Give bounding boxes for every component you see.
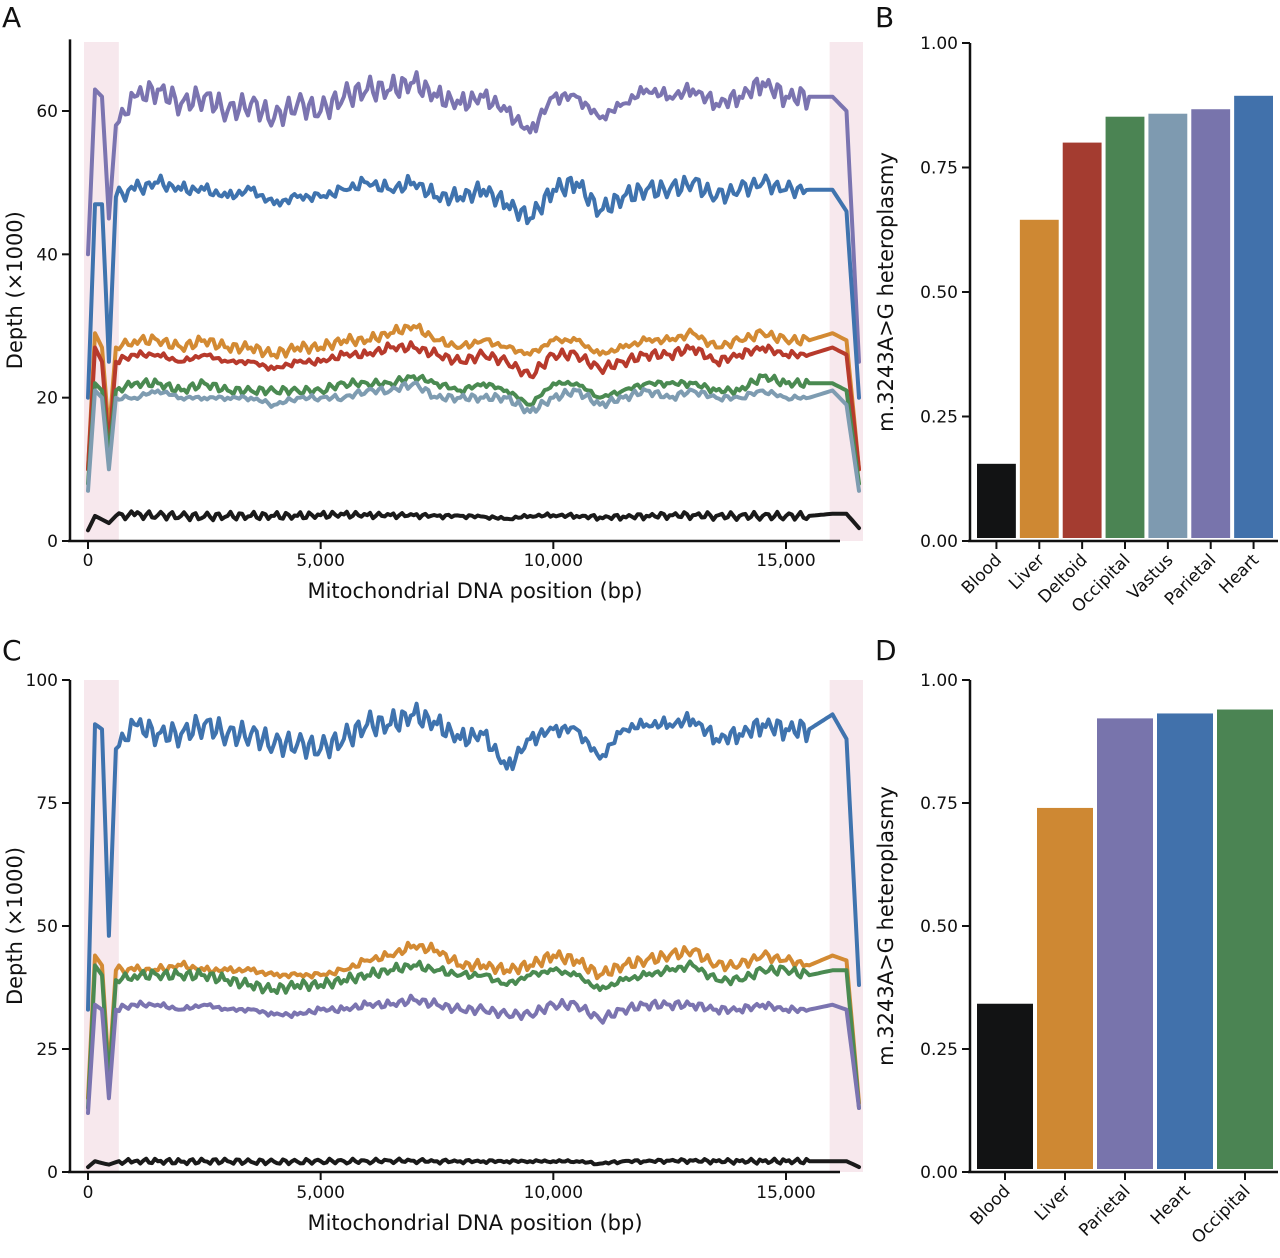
bar-occipital	[1217, 709, 1273, 1169]
x-tick-label: 10,000	[524, 1183, 583, 1203]
y-tick-label: 0.50	[920, 283, 958, 303]
bar-liver	[1037, 807, 1093, 1169]
y-tick-label: 25	[36, 1040, 58, 1060]
series-line-vastus	[86, 380, 861, 493]
y-tick-label: 20	[36, 389, 58, 409]
bar-parietal	[1191, 109, 1231, 538]
bar-heart	[1157, 713, 1213, 1169]
bar-occipital	[1105, 116, 1145, 538]
category-label: Heart	[1215, 550, 1263, 598]
series-line-occipital	[86, 373, 861, 486]
y-axis-title: Depth (×1000)	[3, 211, 27, 369]
x-tick-label: 15,000	[756, 1183, 815, 1203]
series-line-deltoid	[86, 340, 861, 472]
y-tick-label: 50	[36, 917, 58, 937]
y-tick-label: 0.00	[920, 1163, 958, 1183]
y-tick-label: 75	[36, 794, 58, 814]
bar-vastus	[1148, 113, 1188, 538]
series-line-parietal	[86, 70, 861, 364]
category-label: Liver	[1031, 1181, 1075, 1225]
series-line-liver	[86, 322, 861, 472]
series-line-heart	[86, 173, 861, 400]
category-label: Heart	[1147, 1181, 1195, 1229]
x-tick-label: 0	[83, 1183, 94, 1203]
x-tick-label: 5,000	[296, 1183, 345, 1203]
series-line-blood	[86, 509, 861, 533]
category-label: Occipital	[1188, 1181, 1255, 1248]
y-tick-label: 1.00	[920, 671, 958, 691]
x-axis-title: Mitochondrial DNA position (bp)	[307, 1211, 642, 1235]
series-line-heart	[86, 701, 861, 1012]
bar-deltoid	[1062, 142, 1102, 538]
y-tick-label: 0	[47, 532, 58, 552]
series-line-liver	[86, 940, 861, 1106]
heteroplasmy-bar-chart-d: 0.00 0.25 0.50 0.75 1.00 Blood Liver Parietal He…	[874, 671, 1278, 1248]
x-axis-title: Mitochondrial DNA position (bp)	[307, 579, 642, 603]
bar-liver	[1019, 219, 1059, 539]
category-label: Blood	[966, 1181, 1014, 1229]
bar-heart	[1234, 95, 1273, 539]
depth-chart-c: 0 25 50 75 100 0 5,000 10,000 15,000 Mitochondria…	[3, 671, 864, 1235]
panel-letter-b: B	[875, 1, 894, 34]
panel-letter-d: D	[875, 634, 897, 667]
x-tick-label: 5,000	[296, 551, 345, 571]
panel-letter-c: C	[2, 634, 22, 667]
y-tick-label: 0.75	[920, 794, 958, 814]
bar-parietal	[1097, 718, 1153, 1169]
y-tick-label: 100	[26, 671, 58, 691]
y-tick-label: 0.00	[920, 532, 958, 552]
y-axis-title: m.3243A>G heteroplasmy	[874, 152, 898, 432]
y-axis-title: m.3243A>G heteroplasmy	[874, 786, 898, 1066]
x-tick-label: 0	[83, 551, 94, 571]
y-axis-title: Depth (×1000)	[3, 847, 27, 1005]
y-tick-label: 0.50	[920, 917, 958, 937]
depth-chart-a: 0 20 40 60 0 5,000 10,000 15,000 Mitochondrial D…	[3, 39, 864, 603]
y-tick-label: 40	[36, 245, 58, 265]
y-tick-label: 0.75	[920, 159, 958, 179]
bar-blood	[977, 463, 1016, 538]
y-tick-label: 0	[47, 1163, 58, 1183]
x-tick-label: 10,000	[524, 551, 583, 571]
category-label: Parietal	[1075, 1181, 1134, 1240]
series-line-blood	[86, 1156, 861, 1170]
y-tick-label: 0.25	[920, 408, 958, 428]
x-tick-label: 15,000	[756, 551, 815, 571]
panel-letter-a: A	[2, 1, 21, 34]
category-label: Blood	[958, 550, 1006, 598]
y-tick-label: 1.00	[920, 34, 958, 54]
y-tick-label: 0.25	[920, 1040, 958, 1060]
y-tick-label: 60	[36, 102, 58, 122]
series-line-occipital	[86, 959, 861, 1110]
series-line-parietal	[86, 993, 861, 1115]
bar-blood	[977, 1003, 1033, 1169]
